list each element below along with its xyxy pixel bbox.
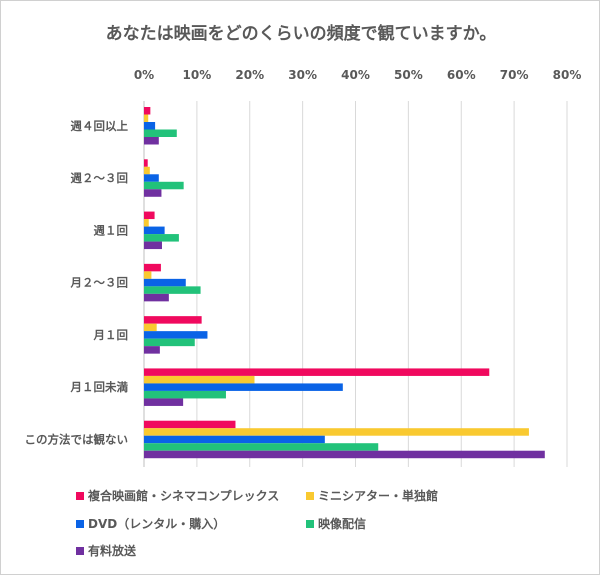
legend-label: DVD（レンタル・購入） [88, 517, 226, 531]
bar [144, 189, 162, 197]
category-label: 週４回以上 [71, 119, 129, 133]
bar [144, 383, 343, 391]
category-label: 週１回 [94, 223, 129, 237]
legend-item: 映像配信 [306, 515, 366, 532]
bar [144, 398, 184, 406]
legend-swatch [306, 519, 314, 528]
bar [144, 107, 151, 115]
legend-swatch [306, 491, 314, 500]
legend-swatch [76, 491, 84, 500]
bar [144, 234, 179, 242]
bar [144, 263, 161, 272]
category-label: 月１回 [93, 328, 129, 342]
x-tick-label: 40% [341, 68, 370, 82]
bar [144, 241, 162, 250]
bar [144, 428, 529, 436]
legend-item: 有料放送 [76, 542, 136, 559]
bar [144, 316, 202, 324]
bar [144, 278, 186, 287]
bar [144, 137, 159, 145]
bar [144, 346, 160, 354]
category-label: 月２～３回 [70, 276, 129, 290]
bar [144, 226, 165, 235]
legend-label: 映像配信 [318, 517, 367, 531]
bar [144, 174, 159, 182]
legend-swatch [76, 519, 84, 528]
category-label: 週２～３回 [71, 171, 129, 185]
legend-item: DVD（レンタル・購入） [76, 515, 225, 532]
bar [144, 331, 208, 339]
legend-item: 複合映画館・シネマコンプレックス [76, 487, 279, 504]
bar [144, 271, 152, 279]
bar [144, 159, 148, 167]
x-tick-label: 20% [235, 68, 264, 82]
chart-title: あなたは映画をどのくらいの頻度で観ていますか。 [105, 24, 497, 44]
legend-label: 有料放送 [88, 544, 137, 558]
bar [144, 293, 169, 302]
legend-label: 複合映画館・シネマコンプレックス [88, 489, 280, 503]
x-tick-label: 50% [394, 68, 423, 82]
legend-label: ミニシアター・単独館 [318, 489, 439, 503]
bar [144, 166, 150, 175]
bar [144, 435, 325, 444]
bar [144, 122, 156, 130]
bar [144, 286, 201, 294]
x-tick-label: 80% [553, 68, 582, 82]
x-tick-label: 70% [500, 68, 529, 82]
bar [144, 420, 236, 429]
bar [144, 211, 155, 220]
bar [144, 368, 490, 376]
bar [144, 375, 255, 384]
bar [144, 450, 545, 459]
category-label: この方法では観ない [25, 432, 129, 446]
legend-item: ミニシアター・単独館 [306, 487, 438, 504]
category-label: 月１回未満 [70, 380, 129, 394]
x-tick-label: 60% [447, 68, 476, 82]
bar [144, 219, 149, 227]
bar [144, 443, 379, 451]
bar [144, 323, 157, 332]
x-tick-label: 10% [183, 68, 212, 82]
x-tick-label: 30% [288, 68, 317, 82]
bar [144, 129, 177, 137]
legend-swatch [76, 546, 84, 555]
bar [144, 181, 184, 190]
bar [144, 338, 195, 347]
x-tick-label: 0% [134, 68, 154, 82]
bar [144, 114, 149, 122]
bar [144, 390, 226, 399]
